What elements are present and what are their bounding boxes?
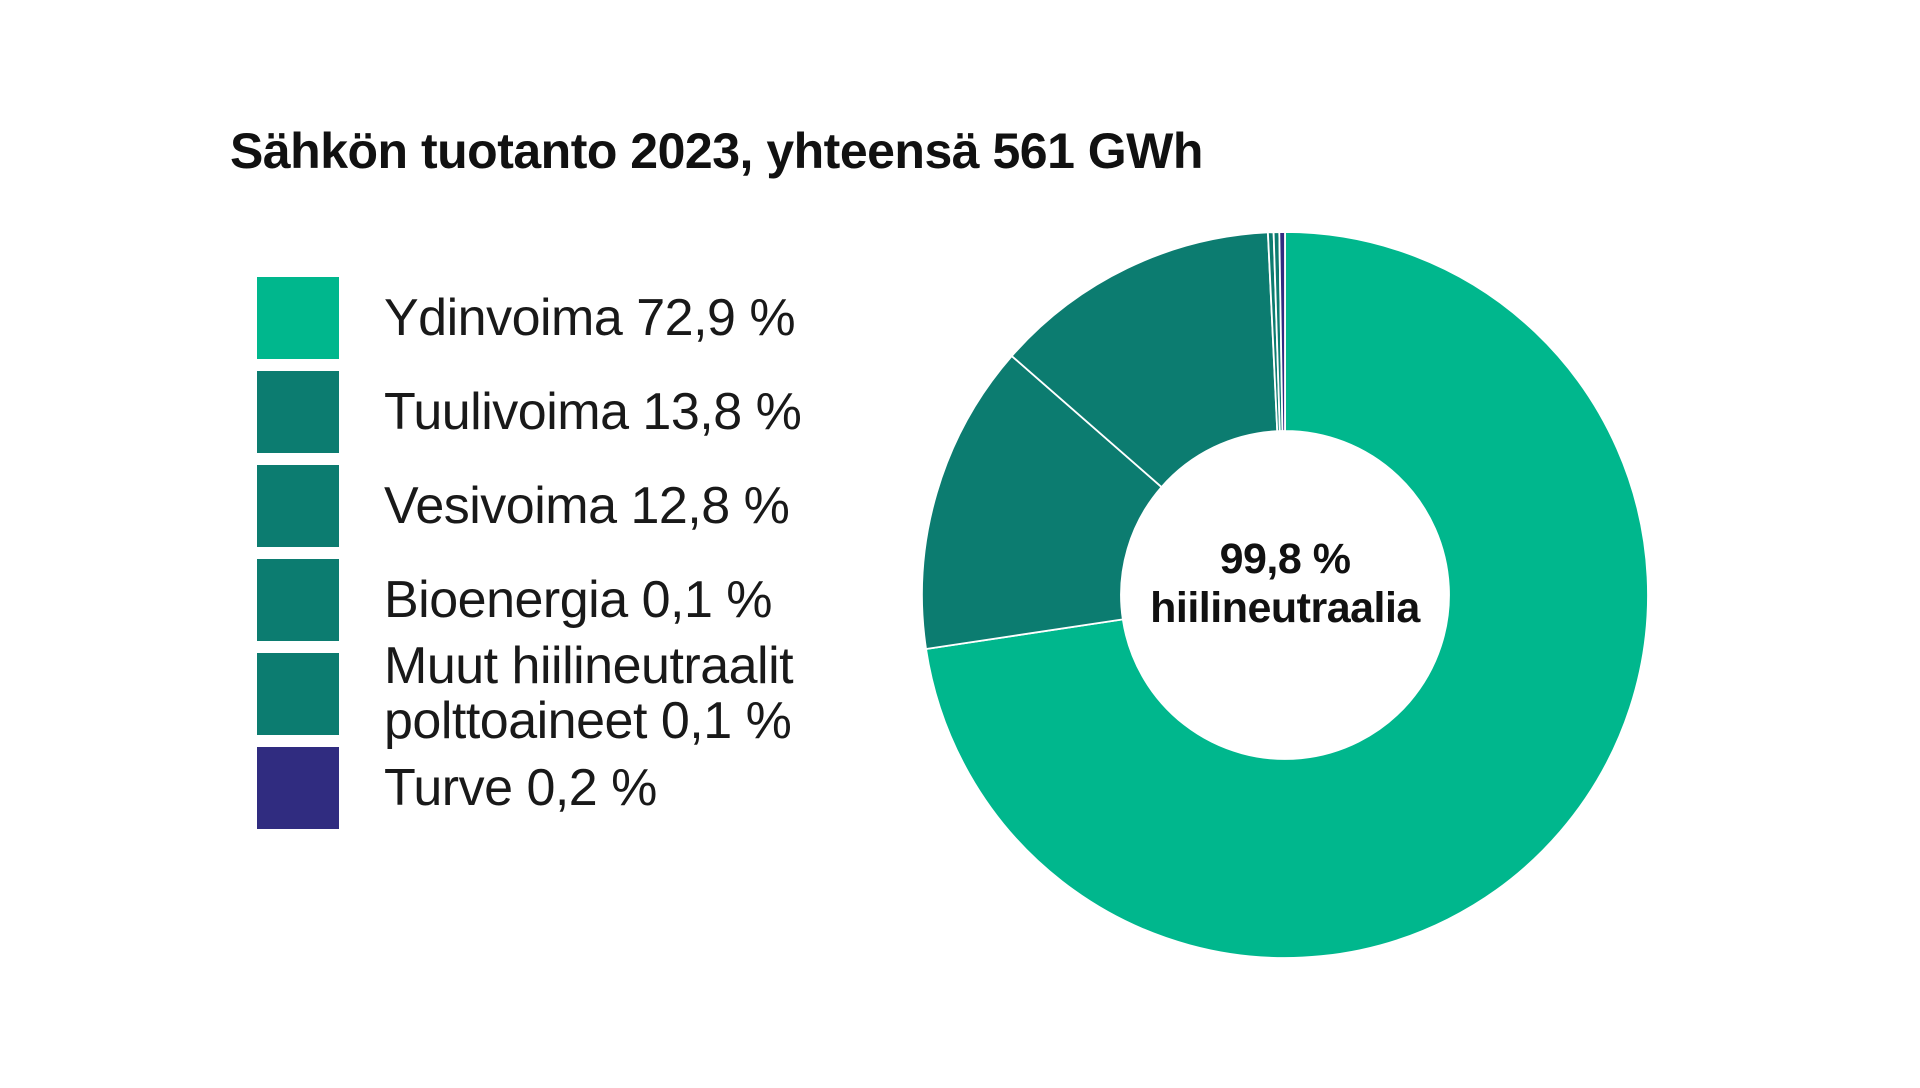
center-label-percent: 99,8 % xyxy=(1219,535,1351,583)
legend-label-turve: Turve 0,2 % xyxy=(384,758,657,817)
donut-segment-ydinvoima xyxy=(925,231,1649,959)
legend-item-vesivoima: Vesivoima 12,8 % xyxy=(257,465,790,547)
legend-item-ydinvoima: Ydinvoima 72,9 % xyxy=(257,277,796,359)
legend-swatch-muut-hiilineutraalit xyxy=(257,653,339,735)
center-label-text: hiilineutraalia xyxy=(1150,584,1420,633)
legend-label-tuulivoima: Tuulivoima 13,8 % xyxy=(384,382,802,441)
legend-item-muut-hiilineutraalit: Muut hiilineutraalit polttoaineet 0,1 % xyxy=(257,639,794,748)
donut-segment-tuulivoima xyxy=(921,355,1163,650)
donut-chart: 99,8 % hiilineutraalia xyxy=(920,230,1650,960)
legend-label-vesivoima: Vesivoima 12,8 % xyxy=(384,476,790,535)
legend-swatch-bioenergia xyxy=(257,559,339,641)
legend-label-bioenergia: Bioenergia 0,1 % xyxy=(384,570,773,629)
legend-swatch-vesivoima xyxy=(257,465,339,547)
donut-segment-vesivoima xyxy=(1010,231,1279,488)
legend-label-muut-hiilineutraalit: Muut hiilineutraalit polttoaineet 0,1 % xyxy=(384,637,794,750)
legend-item-tuulivoima: Tuulivoima 13,8 % xyxy=(257,371,802,453)
donut-segment-turve xyxy=(1278,231,1286,432)
legend-swatch-turve xyxy=(257,747,339,829)
legend-swatch-tuulivoima xyxy=(257,371,339,453)
chart-title: Sähkön tuotanto 2023, yhteensä 561 GWh xyxy=(230,123,1203,179)
legend-label-ydinvoima: Ydinvoima 72,9 % xyxy=(384,288,796,347)
legend-item-bioenergia: Bioenergia 0,1 % xyxy=(257,559,773,641)
legend-item-turve: Turve 0,2 % xyxy=(257,747,657,829)
donut-center-label: 99,8 % hiilineutraalia xyxy=(1085,535,1485,634)
donut-svg xyxy=(921,231,1649,959)
legend-swatch-ydinvoima xyxy=(257,277,339,359)
